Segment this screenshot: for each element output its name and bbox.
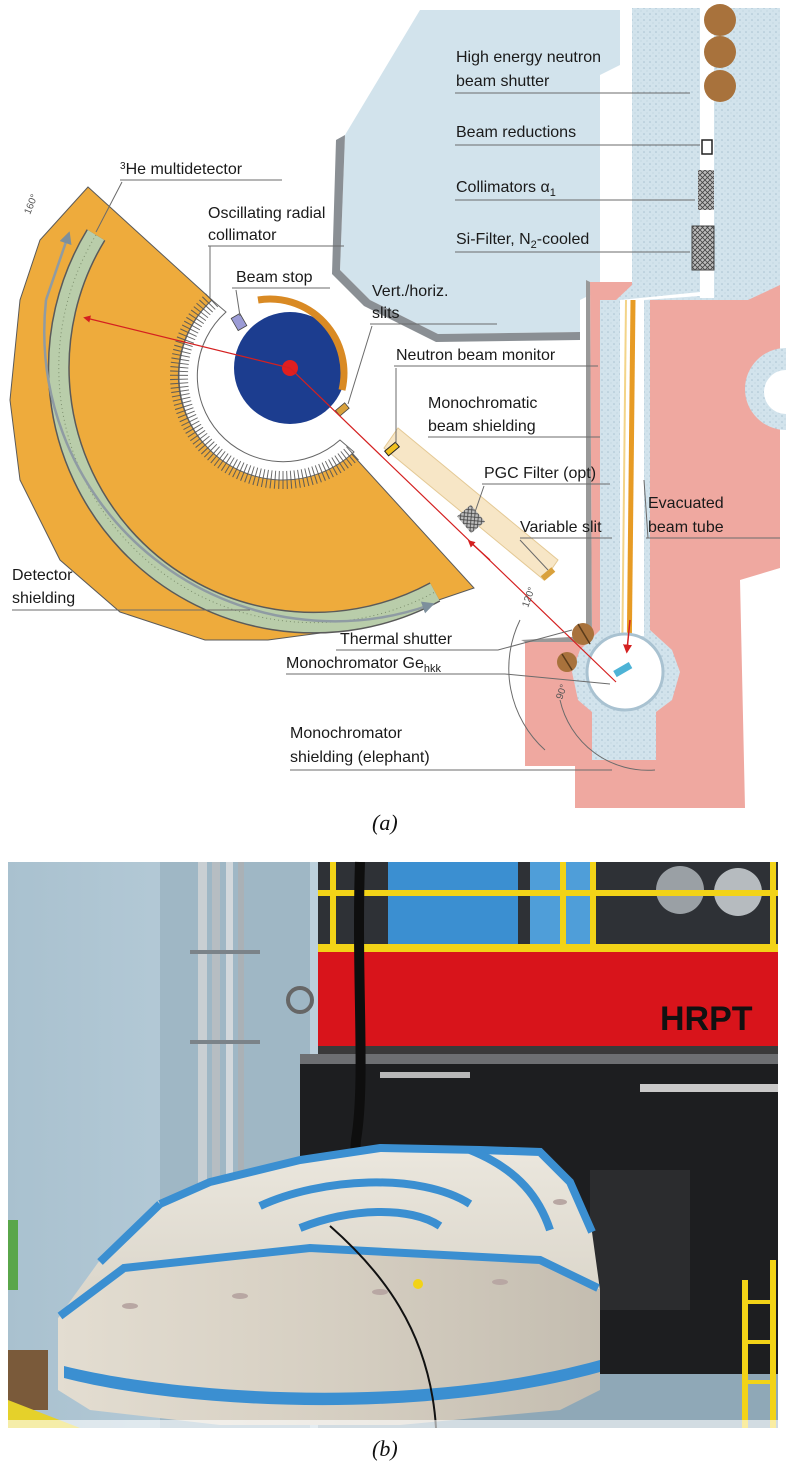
label-oscillating-collimator: Oscillating radial bbox=[208, 205, 325, 222]
photo-blue-frame bbox=[57, 1143, 600, 1320]
label-detector-shielding-2: shielding bbox=[12, 590, 75, 607]
label-thermal-shutter: Thermal shutter bbox=[340, 631, 453, 648]
angle-label-90: 90° bbox=[554, 683, 570, 701]
label-variable-slit: Variable slit bbox=[520, 519, 602, 536]
photo-detector-shield-side bbox=[58, 1250, 600, 1425]
label-beam-reductions: Beam reductions bbox=[456, 124, 576, 141]
photo-hrpt-sign: HRPT bbox=[660, 1000, 753, 1038]
label-pgc-filter: PGC Filter (opt) bbox=[484, 465, 596, 482]
shutter-drum-1 bbox=[704, 4, 736, 36]
label-slits: Vert./horiz. bbox=[372, 283, 448, 300]
beam-channel bbox=[620, 8, 714, 636]
label-oscillating-collimator-2: collimator bbox=[208, 227, 277, 244]
oscillating-radial-collimator bbox=[178, 299, 355, 481]
caption-a: (a) bbox=[372, 810, 398, 835]
thermal-shutter bbox=[572, 623, 594, 645]
monochromatic-beam-shielding bbox=[383, 427, 559, 581]
photo-railing bbox=[318, 862, 778, 954]
label-mono-shielding-2: shielding (elephant) bbox=[290, 749, 430, 766]
si-filter-block bbox=[691, 225, 715, 271]
beam-monitor-block bbox=[384, 441, 400, 457]
label-collimators: Collimators α1 bbox=[456, 179, 556, 199]
label-mono-beam-shielding: Monochromatic bbox=[428, 395, 537, 412]
source-shielding-region bbox=[340, 10, 620, 334]
label-high-energy-shutter-2: beam shutter bbox=[456, 73, 550, 90]
photo-blue-unit bbox=[388, 862, 518, 944]
panel-b-photo: HRPT bbox=[8, 861, 778, 1461]
shutter-drum-3 bbox=[704, 70, 736, 102]
caption-b: (b) bbox=[372, 1436, 398, 1461]
label-high-energy-shutter: High energy neutron bbox=[456, 49, 601, 66]
angle-label-120: 120° bbox=[520, 586, 537, 609]
label-si-filter: Si-Filter, N2-cooled bbox=[456, 231, 589, 251]
label-slits-2: slits bbox=[372, 305, 400, 322]
label-evacuated-tube-2: beam tube bbox=[648, 519, 724, 536]
scattered-beam bbox=[83, 315, 291, 369]
beam-stop bbox=[230, 312, 248, 332]
monochromator-crystal bbox=[613, 662, 633, 678]
label-beam-stop: Beam stop bbox=[236, 269, 313, 286]
label-mono-beam-shielding-2: beam shielding bbox=[428, 418, 536, 435]
variable-slit-block bbox=[540, 567, 556, 581]
label-he-multidetector: 3He multidetector bbox=[120, 161, 243, 178]
beam-reduction-block bbox=[701, 139, 713, 155]
label-beam-monitor: Neutron beam monitor bbox=[396, 347, 556, 364]
beam-stop-shield bbox=[257, 295, 348, 391]
label-mono-shielding: Monochromator bbox=[290, 725, 403, 742]
pgc-filter bbox=[457, 504, 485, 534]
collimator-block bbox=[698, 170, 714, 210]
photo-pipes bbox=[190, 862, 260, 1332]
panel-a-diagram: High energy neutron beam shutter Beam re… bbox=[9, 4, 786, 835]
photo-ladder bbox=[742, 1260, 776, 1428]
label-monochromator: Monochromator Gehkk bbox=[286, 655, 441, 675]
label-detector-shielding: Detector bbox=[12, 567, 73, 584]
angle-label-160: 160° bbox=[23, 193, 41, 216]
leader-lines bbox=[12, 92, 780, 771]
label-evacuated-tube: Evacuated bbox=[648, 495, 724, 512]
photo-red-shielding bbox=[318, 952, 778, 1056]
shutter-drum-2 bbox=[704, 36, 736, 68]
neutron-beam-path bbox=[289, 367, 617, 683]
evacuated-beam-tube bbox=[626, 299, 636, 673]
